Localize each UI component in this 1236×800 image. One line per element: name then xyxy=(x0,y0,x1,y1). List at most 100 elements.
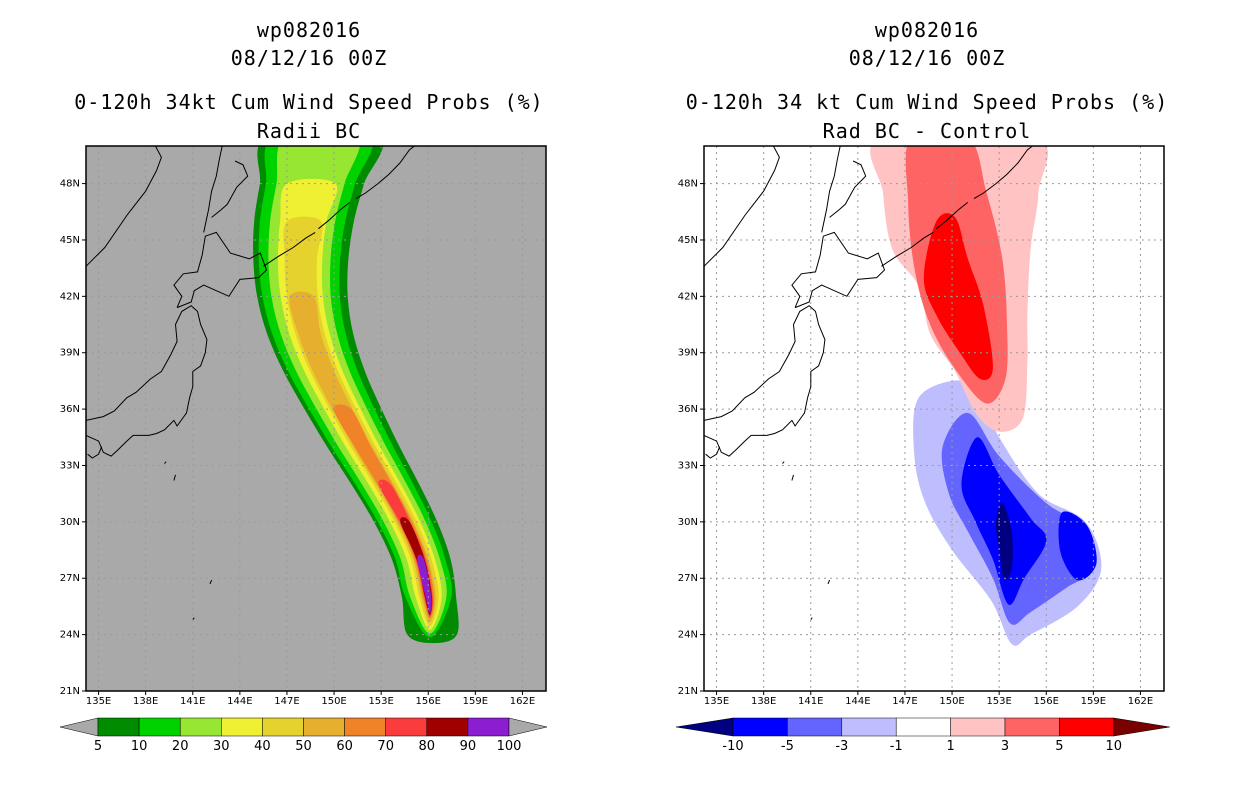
x-tick-label: 138E xyxy=(133,696,158,707)
coastline xyxy=(704,146,780,267)
x-tick-label: 159E xyxy=(463,696,488,707)
colorbar-label: 100 xyxy=(497,739,522,754)
neg-diff-contour-4 xyxy=(995,502,1013,580)
colorbar-label: 70 xyxy=(377,739,394,754)
colorbar-label: -5 xyxy=(781,739,794,754)
coastline xyxy=(936,202,969,230)
right-chart-panel: wp082016 08/12/16 00Z 0-120h 34 kt Cum W… xyxy=(618,0,1236,800)
x-tick-label: 144E xyxy=(845,696,870,707)
y-tick-label: 36N xyxy=(60,404,80,415)
y-tick-label: 45N xyxy=(678,235,698,246)
colorbar-label: 20 xyxy=(172,739,189,754)
chart-title-date: 08/12/16 00Z xyxy=(230,46,388,70)
coastline xyxy=(203,146,223,233)
y-tick-label: 39N xyxy=(60,348,80,359)
left-chart-panel: wp082016 08/12/16 00Z 0-120h 34kt Cum Wi… xyxy=(59,18,548,754)
x-tick-label: 135E xyxy=(86,696,111,707)
x-tick-label: 147E xyxy=(892,696,917,707)
colorbar-label: 1 xyxy=(946,739,954,754)
y-tick-label: 48N xyxy=(60,179,80,190)
colorbar-label: -10 xyxy=(722,739,743,754)
y-tick-label: 21N xyxy=(60,686,80,697)
colorbar-segment xyxy=(1004,717,1060,737)
chart-title-date: 08/12/16 00Z xyxy=(848,46,1006,70)
prob-map-svg: 135E 138E 141E 144E 147E 150E 153E 156E 159E 162E… xyxy=(59,145,548,754)
coastline xyxy=(173,474,176,481)
field-layer xyxy=(704,146,1164,691)
coastline xyxy=(209,579,213,585)
colorbar-segment xyxy=(1059,717,1115,737)
y-tick-label: 36N xyxy=(678,404,698,415)
x-tick-label: 141E xyxy=(798,696,823,707)
coastline xyxy=(86,146,162,267)
colorbar-label: 40 xyxy=(254,739,271,754)
coastline xyxy=(821,146,841,233)
coastline xyxy=(881,231,934,267)
colorbar-label: -1 xyxy=(890,739,903,754)
colorbar-label: 5 xyxy=(94,739,102,754)
chart-title-storm-id: wp082016 xyxy=(256,18,362,42)
coastlines xyxy=(86,146,416,620)
colorbar-segment xyxy=(303,717,345,737)
colorbar-label: 30 xyxy=(213,739,230,754)
chart-title-product: 0-120h 34kt Cum Wind Speed Probs (%) xyxy=(74,90,544,114)
coastline xyxy=(86,305,208,457)
plot-frame xyxy=(85,145,547,692)
y-tick-label: 30N xyxy=(678,517,698,528)
colorbar-segment xyxy=(950,717,1006,737)
coastline xyxy=(705,446,721,459)
y-tick-label: 45N xyxy=(60,235,80,246)
coastline xyxy=(263,231,316,267)
colorbar-segment xyxy=(262,717,304,737)
coastlines xyxy=(704,146,1034,620)
colorbar-arrow-low xyxy=(675,717,734,737)
coastline xyxy=(829,160,867,218)
x-tick-label: 156E xyxy=(416,696,441,707)
colorbar: 5 10 20 30 40 50 60 70 80 90 100 xyxy=(59,717,548,754)
colorbar-segment xyxy=(97,717,140,737)
y-tick-label: 30N xyxy=(60,517,80,528)
x-tick-label: 162E xyxy=(510,696,535,707)
x-tick-label: 141E xyxy=(180,696,205,707)
colorbar-label: 60 xyxy=(336,739,353,754)
chart-title-subtitle: Radii BC xyxy=(256,119,362,143)
coastline xyxy=(810,617,813,620)
colorbar-label: -3 xyxy=(835,739,848,754)
colorbar-arrow-high xyxy=(1113,717,1170,737)
y-tick-label: 21N xyxy=(678,686,698,697)
y-tick-label: 24N xyxy=(678,630,698,641)
neg-diff-lobe xyxy=(1058,511,1097,581)
y-tick-label: 27N xyxy=(60,573,80,584)
colorbar-label: 10 xyxy=(1106,739,1123,754)
x-tick-label: 159E xyxy=(1081,696,1106,707)
colorbar-label: 10 xyxy=(131,739,148,754)
coastline xyxy=(704,305,826,457)
y-tick-label: 24N xyxy=(60,630,80,641)
colorbar-segment xyxy=(787,717,843,737)
coastline xyxy=(791,474,794,481)
coastline xyxy=(87,446,103,459)
colorbar-arrow-low xyxy=(59,717,99,737)
coastline xyxy=(973,146,1034,200)
chart-title-subtitle: Rad BC - Control xyxy=(822,119,1032,143)
colorbar-segment xyxy=(467,717,510,737)
x-tick-label: 150E xyxy=(321,696,346,707)
x-tick-label: 153E xyxy=(986,696,1011,707)
y-tick-label: 27N xyxy=(678,573,698,584)
y-tick-label: 39N xyxy=(678,348,698,359)
y-tick-label: 48N xyxy=(678,179,698,190)
colorbar-segment xyxy=(179,717,222,737)
coastline xyxy=(173,231,268,309)
colorbar-segment xyxy=(138,717,181,737)
coastline xyxy=(827,579,831,585)
x-tick-label: 156E xyxy=(1034,696,1059,707)
colorbar-label: 80 xyxy=(419,739,436,754)
diff-map-svg: 135E 138E 141E 144E 147E 150E 153E 156E 159E 162E… xyxy=(675,145,1170,754)
coastline xyxy=(192,617,195,620)
colorbar-label: 5 xyxy=(1055,739,1063,754)
plot-frame xyxy=(703,145,1165,692)
coastline xyxy=(791,231,886,309)
colorbar-segment xyxy=(841,717,897,737)
coastline xyxy=(164,461,167,464)
coastline xyxy=(782,461,785,464)
